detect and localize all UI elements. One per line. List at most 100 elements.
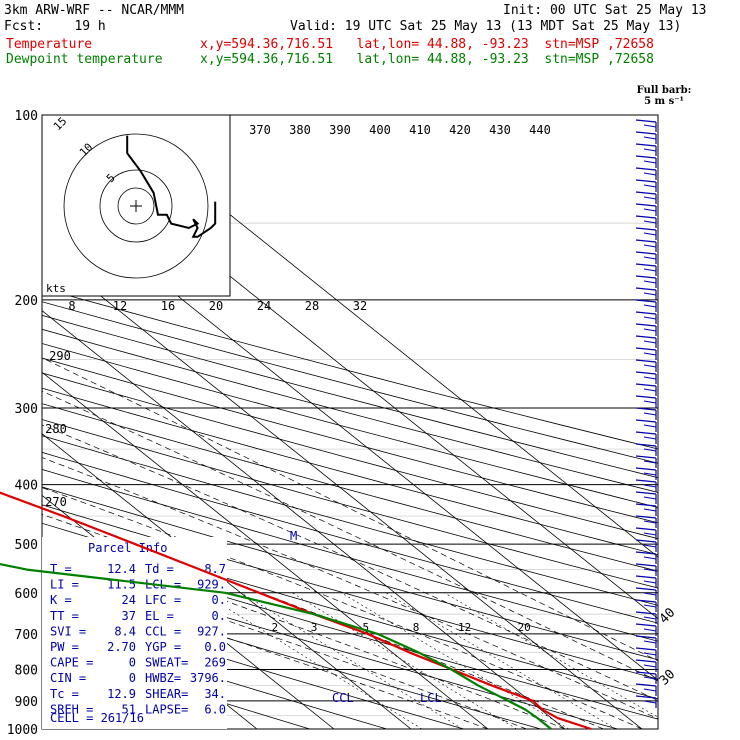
- init-time: Init: 00 UTC Sat 25 May 13: [503, 3, 707, 18]
- isotherm-line: [42, 248, 643, 729]
- wind-barb-flag: [635, 551, 657, 555]
- theta-label: 400: [369, 123, 391, 137]
- mixing-ratio-line: [202, 592, 423, 729]
- moist-adiabat-line: [42, 457, 658, 720]
- hodograph-speed-tick: 20: [209, 299, 223, 313]
- wind-barb-half: [643, 664, 657, 668]
- wind-barb-flag: [635, 419, 657, 423]
- pressure-tick-label: 900: [15, 695, 38, 710]
- theta-label: 410: [409, 123, 431, 137]
- parcel-label: K =: [50, 593, 72, 607]
- theta-side-label: 290: [49, 349, 71, 363]
- wind-barb-flag: [635, 119, 657, 123]
- parcel-value: 269: [204, 656, 226, 670]
- wind-barb-flag: [635, 263, 657, 267]
- lcl-label: LCL: [420, 691, 442, 705]
- parcel-label: SREH =: [50, 702, 93, 716]
- wind-barb-flag: [635, 455, 657, 459]
- profile-line-dewpoint: [0, 562, 552, 730]
- parcel-label: SHEAR=: [145, 687, 188, 701]
- valid-time: Valid: 19 UTC Sat 25 May 13 (13 MDT Sat …: [290, 19, 682, 34]
- mixing-ratio-line: [385, 592, 617, 729]
- wind-barb-flag: [635, 431, 657, 435]
- wind-barb-flag: [635, 323, 657, 327]
- wind-barb-flag: [635, 659, 657, 663]
- wind-barb-flag: [635, 275, 657, 279]
- isotherm-line: [42, 433, 412, 729]
- parcel-label: EL =: [145, 609, 174, 623]
- wind-barb-half: [643, 244, 657, 248]
- dry-adiabat-line: [42, 435, 658, 606]
- pressure-tick-label: 300: [15, 402, 38, 417]
- temperature-location: x,y=594.36,716.51 lat,lon= 44.88, -93.23…: [200, 37, 654, 52]
- pressure-tick-label: 600: [15, 587, 38, 602]
- wind-barb-half: [643, 124, 657, 128]
- mixing-ratio-line: [291, 592, 517, 729]
- wind-barb-flag: [635, 683, 657, 687]
- wind-barb-half: [643, 604, 657, 608]
- wind-barb-flag: [635, 491, 657, 495]
- parcel-label: SWEAT=: [145, 656, 188, 670]
- wind-barb-half: [643, 316, 657, 320]
- pressure-tick-label: 400: [15, 479, 38, 494]
- parcel-value: 37: [122, 609, 136, 623]
- mixing-ratio-label: 20: [518, 621, 531, 634]
- wind-barb-half: [643, 196, 657, 200]
- moist-adiabat-line: [42, 357, 658, 662]
- parcel-label: HWBZ=: [145, 671, 181, 685]
- model-title: 3km ARW-WRF -- NCAR/MMM: [4, 3, 185, 18]
- theta-label: 390: [329, 123, 351, 137]
- wind-barb-half: [643, 484, 657, 488]
- parcel-label: LI =: [50, 578, 79, 592]
- wind-barb-flag: [635, 695, 657, 699]
- wind-barb-flag: [635, 131, 657, 135]
- parcel-label: SVI =: [50, 624, 86, 638]
- mixing-ratio-line: [341, 592, 570, 729]
- dry-adiabat-line: [42, 581, 541, 729]
- parcel-value: 3796.: [190, 671, 226, 685]
- wind-barb-flag: [635, 371, 657, 375]
- wind-barb-half: [643, 532, 657, 536]
- wind-barb-flag: [635, 527, 657, 531]
- wind-barb-half: [643, 520, 657, 524]
- wind-barb-half: [643, 136, 657, 140]
- parcel-label: CCL =: [145, 624, 181, 638]
- hodograph-ring: [99, 169, 173, 243]
- wind-barb-flag: [635, 227, 657, 231]
- hodograph-speed-tick: 24: [257, 299, 271, 313]
- dry-adiabat-line: [42, 343, 658, 508]
- isotherm-line: [105, 115, 658, 558]
- hodograph-ring: [63, 133, 209, 279]
- parcel-label: CAPE =: [50, 656, 93, 670]
- hodograph-trace: [126, 135, 217, 238]
- dry-adiabat-line: [42, 504, 658, 680]
- wind-barb-half: [643, 304, 657, 308]
- temperature-tick-label: 40: [657, 605, 679, 627]
- wind-barb-half: [643, 508, 657, 512]
- mixing-ratio-label: 5: [363, 621, 370, 634]
- parcel-cell: CELL = 261/16: [50, 711, 144, 725]
- hodograph-speed-tick: 28: [305, 299, 319, 313]
- dry-adiabat-line: [42, 623, 387, 729]
- wind-barb-flag: [635, 179, 657, 183]
- hodograph-speed-tick: 16: [161, 299, 175, 313]
- parcel-value: 51: [122, 702, 136, 716]
- parcel-value: 12.4: [107, 562, 136, 576]
- dry-adiabat-line: [42, 328, 658, 493]
- wind-barb-half: [643, 436, 657, 440]
- parcel-value: 0.: [212, 609, 226, 623]
- ccl-label: CCL: [332, 691, 354, 705]
- wind-barb-half: [643, 652, 657, 656]
- wind-barb-flag: [635, 203, 657, 207]
- wind-barb-flag: [635, 347, 657, 351]
- wind-barb-half: [643, 460, 657, 464]
- wind-barb-half: [643, 292, 657, 296]
- wind-barb-half: [643, 280, 657, 284]
- dry-adiabat-line: [42, 287, 658, 450]
- pressure-tick-label: 1000: [7, 723, 38, 738]
- pressure-tick-label: 700: [15, 628, 38, 643]
- wind-barb-half: [643, 376, 657, 380]
